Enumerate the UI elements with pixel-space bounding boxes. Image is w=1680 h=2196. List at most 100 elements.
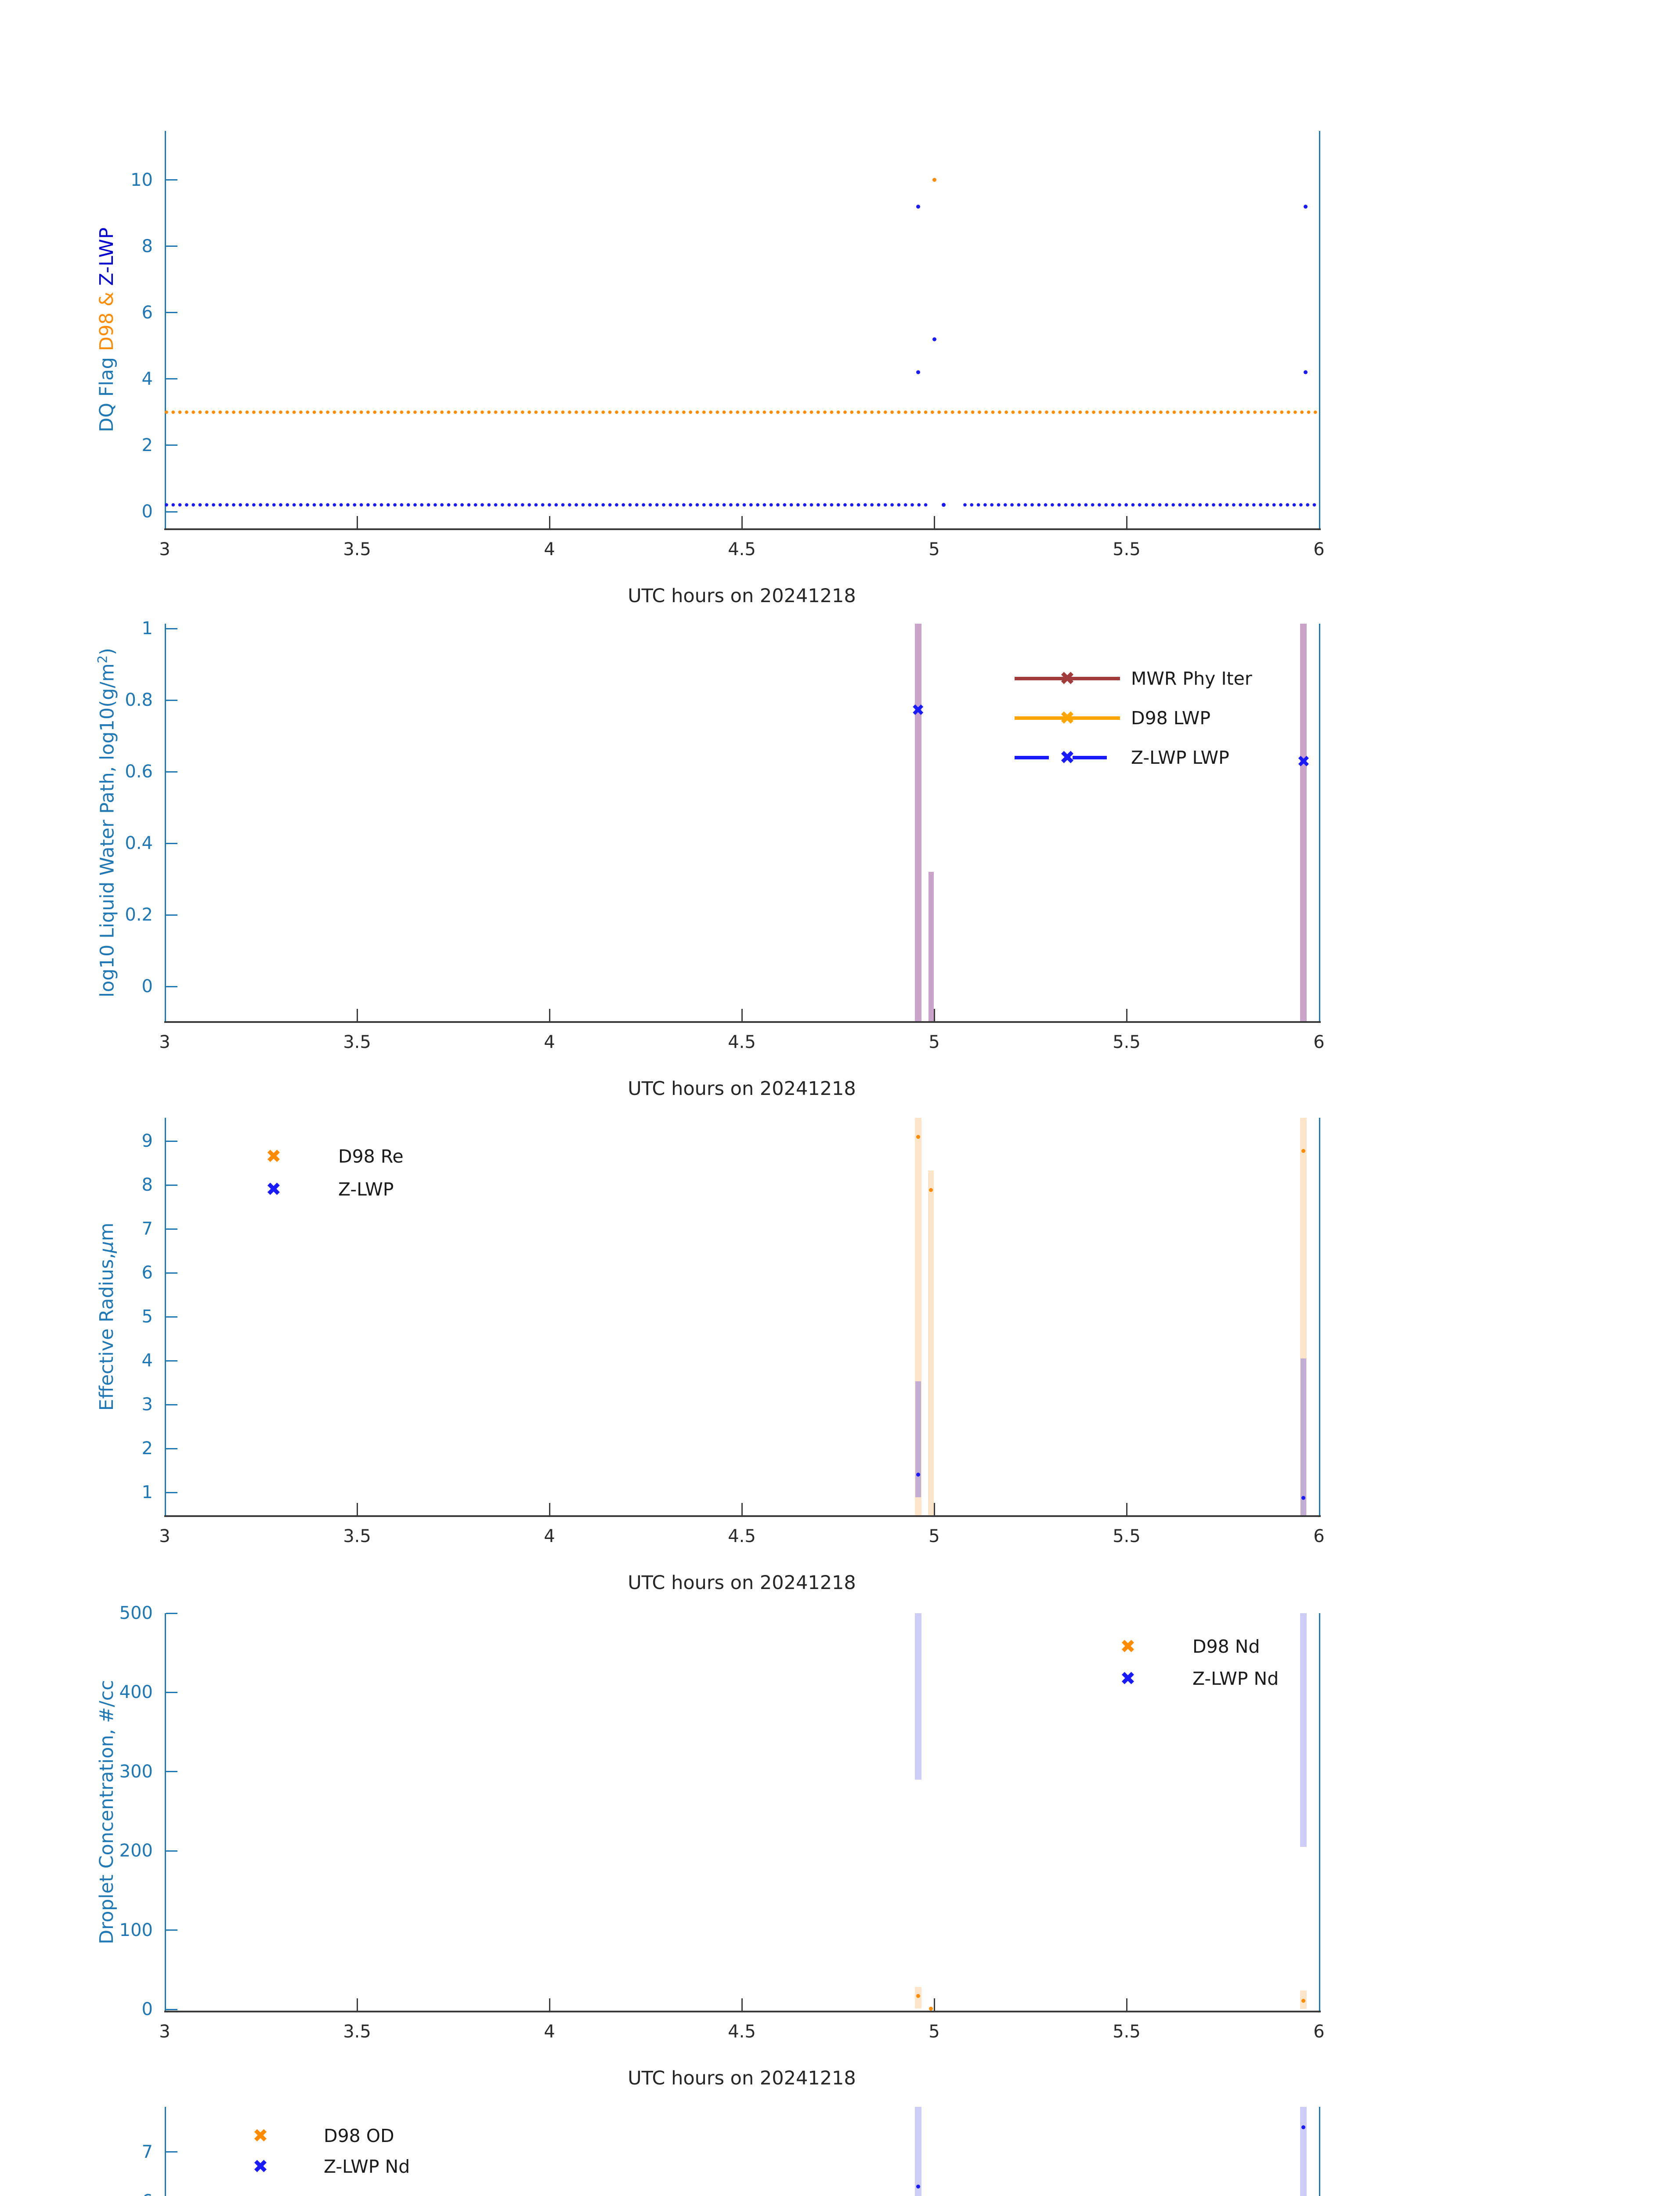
- x-tick-mark: [1126, 1009, 1127, 1021]
- y-tick-mark: [166, 628, 177, 629]
- data-bar: [914, 2107, 921, 2196]
- x-tick-mark: [933, 516, 935, 528]
- dot-point: [929, 2006, 933, 2011]
- x-tick-label: 3.5: [343, 1526, 371, 1546]
- y-tick-mark: [166, 1316, 177, 1318]
- x-tick-mark: [741, 1503, 743, 1515]
- y-tick-mark: [166, 2151, 177, 2153]
- legend-item-label: MWR Phy Iter: [1131, 668, 1252, 689]
- x-axis-label: UTC hours on 20241218: [628, 585, 856, 607]
- x-tick-label: 4: [544, 539, 555, 560]
- x-tick-mark: [933, 1998, 935, 2011]
- y-tick-label: 6: [141, 1263, 153, 1283]
- x-tick-label: 4: [544, 1526, 555, 1546]
- dot-point: [916, 1134, 920, 1139]
- x-tick-label: 6: [1313, 539, 1325, 560]
- dot-point: [916, 370, 920, 375]
- y-axis-right-spine: [1319, 1613, 1320, 2012]
- x-tick-mark: [1126, 1503, 1127, 1515]
- y-tick-mark: [166, 1184, 177, 1186]
- y-axis-right-spine: [1319, 624, 1320, 1023]
- data-bar: [914, 1987, 921, 2009]
- y-tick-label: 2: [141, 1438, 153, 1459]
- x-tick-label: 3: [159, 539, 170, 560]
- y-tick-mark: [166, 1850, 177, 1852]
- y-tick-label: 0: [141, 502, 153, 522]
- dot-point: [916, 2184, 920, 2189]
- x-tick-label: 5.5: [1113, 2022, 1141, 2042]
- x-tick-label: 3.5: [343, 2022, 371, 2042]
- y-tick-label: 3: [141, 1394, 153, 1415]
- y-tick-label: 0.2: [125, 905, 153, 925]
- y-tick-mark: [166, 1140, 177, 1142]
- y-tick-label: 6: [141, 302, 153, 323]
- data-bar: [1301, 1358, 1307, 1515]
- y-tick-mark: [166, 1929, 177, 1931]
- y-tick-label: 500: [119, 1603, 153, 1623]
- y-tick-label: 5: [141, 1307, 153, 1327]
- y-tick-label: 400: [119, 1682, 153, 1703]
- legend-item-label: D98 OD: [324, 2125, 394, 2146]
- x-tick-mark: [356, 1009, 358, 1021]
- y-tick-mark: [166, 312, 177, 314]
- y-axis-label-part: Droplet Concentration, #/cc: [96, 1680, 118, 1944]
- x-tick-mark: [549, 1503, 550, 1515]
- x-axis-label: UTC hours on 20241218: [628, 2067, 856, 2089]
- y-axis-label-part: μ: [96, 1241, 118, 1253]
- y-tick-label: 8: [141, 236, 153, 256]
- y-tick-label: 0.6: [125, 762, 153, 782]
- y-tick-label: 6: [83, 2191, 153, 2196]
- x-tick-label: 5: [929, 2022, 940, 2042]
- y-tick-mark: [166, 842, 177, 844]
- dot-point: [932, 337, 936, 341]
- x-axis-bottom-spine: [164, 528, 1321, 530]
- dot-point: [1303, 204, 1308, 209]
- y-tick-label: 7: [141, 2142, 153, 2162]
- y-tick-label: 0: [141, 976, 153, 997]
- legend-item-label: D98 Nd: [1192, 1636, 1260, 1657]
- y-axis-left-spine: [165, 2107, 166, 2196]
- x-tick-mark: [1126, 516, 1127, 528]
- y-tick-mark: [166, 444, 177, 446]
- dot-point: [1301, 1495, 1306, 1500]
- x-tick-label: 5.5: [1113, 1032, 1141, 1052]
- x-tick-mark: [549, 1009, 550, 1021]
- legend-x-marker: ✖: [266, 1178, 282, 1200]
- legend-x-marker: ✖: [1120, 1668, 1136, 1689]
- y-tick-mark: [166, 1448, 177, 1449]
- x-axis-bottom-spine: [164, 1515, 1321, 1517]
- legend-item-label: D98 Re: [338, 1146, 404, 1167]
- x-tick-label: 5: [929, 539, 940, 560]
- x-axis-label: UTC hours on 20241218: [628, 1078, 856, 1100]
- x-tick-label: 5: [929, 1032, 940, 1052]
- x-tick-label: 4: [544, 1032, 555, 1052]
- y-axis-label-part: ): [96, 647, 119, 655]
- y-tick-label: 1: [141, 1482, 153, 1503]
- x-tick-label: 5.5: [1113, 1526, 1141, 1546]
- x-tick-label: 4.5: [728, 2022, 756, 2042]
- y-tick-label: 0: [141, 1999, 153, 2019]
- dot-point: [916, 1472, 920, 1477]
- y-tick-label: 8: [141, 1175, 153, 1195]
- x-tick-mark: [356, 1503, 358, 1515]
- y-tick-label: 200: [119, 1841, 153, 1861]
- x-tick-label: 3.5: [343, 539, 371, 560]
- x-tick-label: 6: [1313, 1526, 1325, 1546]
- data-bar: [1300, 624, 1307, 1021]
- x-tick-mark: [741, 516, 743, 528]
- y-tick-label: 4: [141, 368, 153, 389]
- x-tick-label: 6: [1313, 2022, 1325, 2042]
- y-axis-left-spine: [165, 624, 166, 1023]
- dot-point: [941, 502, 946, 507]
- y-tick-label: 7: [141, 1219, 153, 1239]
- y-axis-right-spine: [1319, 131, 1320, 530]
- y-tick-mark: [166, 1360, 177, 1362]
- legend-x-marker: ✖: [253, 2156, 268, 2177]
- dot-point: [916, 1994, 920, 1998]
- y-tick-mark: [166, 1228, 177, 1230]
- x-tick-label: 5.5: [1113, 539, 1141, 560]
- y-tick-mark: [166, 771, 177, 773]
- x-tick-mark: [356, 1998, 358, 2011]
- x-tick-label: 3: [159, 1032, 170, 1052]
- dot-point: [1303, 370, 1308, 375]
